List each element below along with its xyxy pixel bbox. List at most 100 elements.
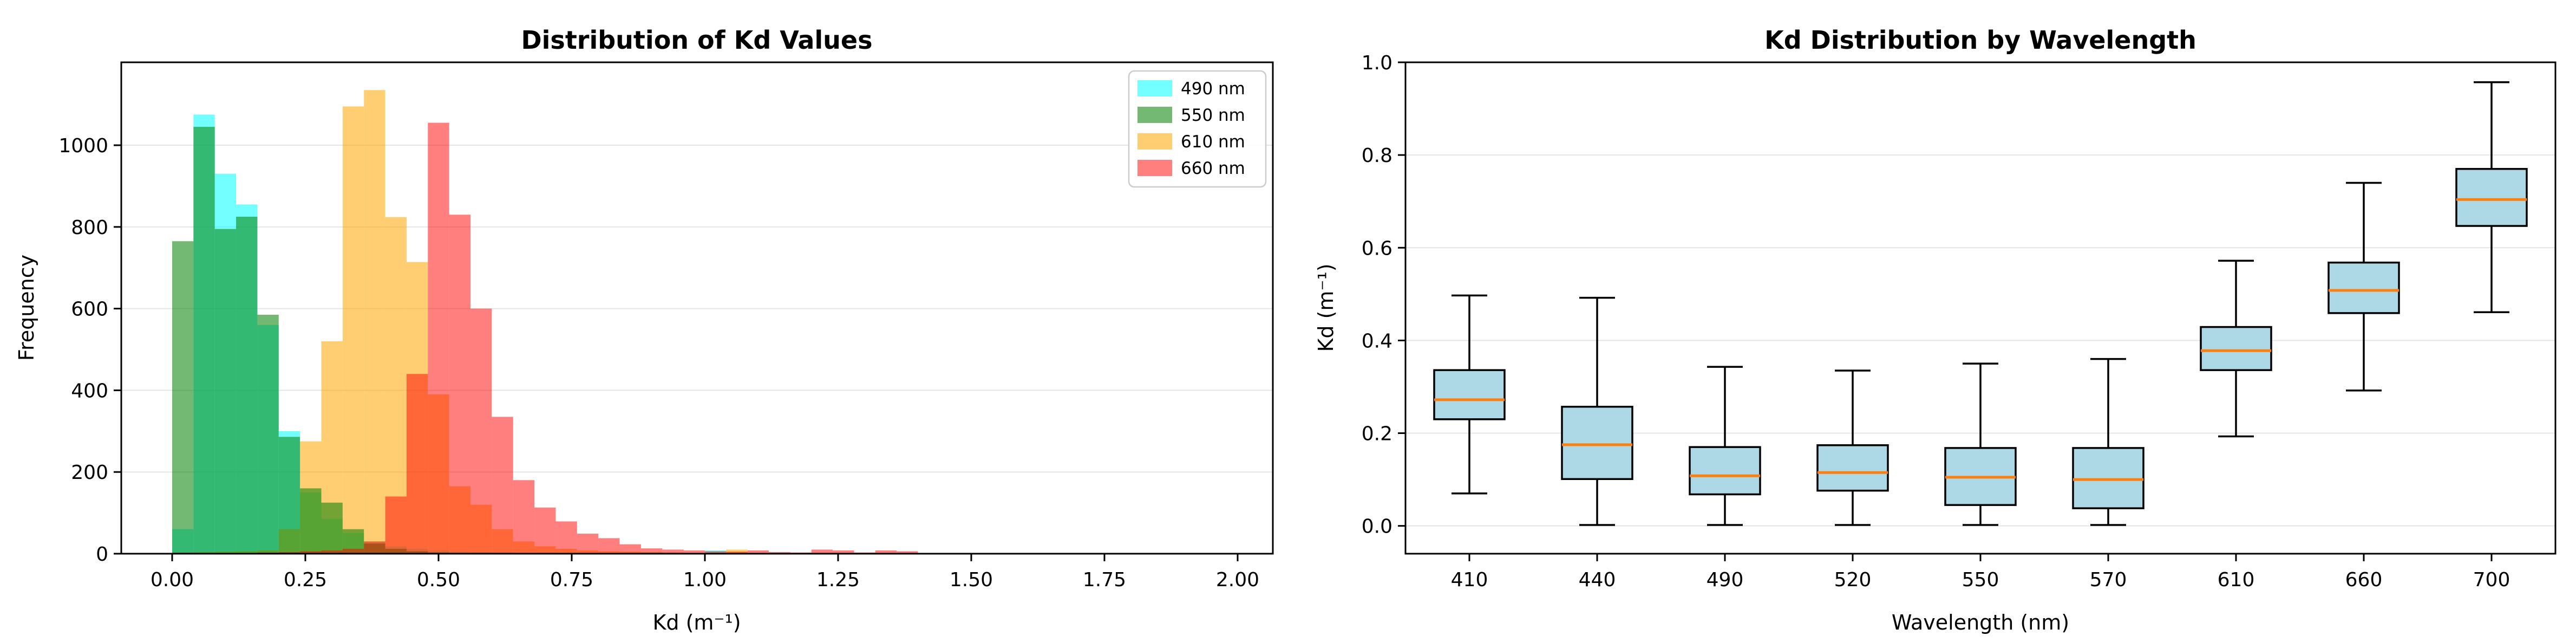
legend-entry-label: 610 nm — [1181, 132, 1245, 152]
legend-swatch — [1137, 107, 1172, 123]
box-550nm — [1944, 362, 2017, 526]
x-tick-label: 520 — [1834, 569, 1872, 591]
histogram-title: Distribution of Kd Values — [521, 25, 872, 55]
hist-bar — [342, 548, 364, 554]
box-iqr — [2200, 326, 2272, 371]
hist-bar — [598, 538, 620, 554]
hist-bar — [172, 241, 194, 554]
x-tick-label: 610 — [2218, 569, 2255, 591]
hist-bar — [300, 488, 322, 554]
boxplot-title: Kd Distribution by Wavelength — [1764, 25, 2196, 55]
x-tick-label: 1.25 — [816, 569, 860, 591]
hist-bar — [577, 534, 599, 554]
histogram-xlabel: Kd (m⁻¹) — [652, 611, 741, 634]
histogram-chart: 0.00 0.25 0.50 0.75 1.00 1.25 1.50 1.75 2.00 0 200… — [58, 61, 1274, 591]
hist-bar — [214, 229, 237, 554]
y-tick-label: 0.8 — [1362, 145, 1392, 167]
box-520nm — [1816, 369, 1889, 526]
box-iqr — [1689, 446, 1761, 496]
legend-swatch — [1137, 133, 1172, 150]
x-tick-label: 1.50 — [950, 569, 993, 591]
hist-bar — [640, 548, 663, 554]
y-tick-label: 0.0 — [1362, 516, 1392, 538]
boxplot-chart: 410 440 490 520 550 570 610 660 700 0.0 0.2 0.4 0.6 0… — [1362, 52, 2557, 591]
legend-box — [1128, 70, 1267, 188]
x-tick-label: 2.00 — [1216, 569, 1259, 591]
x-tick-label: 570 — [2090, 569, 2127, 591]
hist-bar — [811, 549, 833, 554]
hist-bar — [236, 216, 258, 554]
hist-bar — [897, 551, 918, 554]
legend-entry-label: 550 nm — [1181, 106, 1245, 125]
hist-bar — [492, 417, 513, 554]
hist-bar — [619, 544, 641, 554]
legend-swatch — [1137, 80, 1172, 96]
hist-bar — [428, 122, 449, 554]
boxplot-xlabel: Wavelength (nm) — [1892, 611, 2069, 634]
x-tick-label: 0.25 — [284, 569, 327, 591]
x-tick-label: 550 — [1962, 569, 1999, 591]
legend-entry: 660 nm — [1137, 159, 1245, 178]
hist-bar — [534, 507, 556, 554]
hist-bar — [449, 215, 471, 554]
legend-swatch — [1137, 160, 1172, 176]
box-iqr — [2455, 168, 2528, 227]
hist-bar — [470, 308, 492, 554]
hist-bar — [364, 541, 385, 554]
x-tick-label: 440 — [1579, 569, 1616, 591]
hist-bar — [278, 552, 300, 554]
box-490nm — [1689, 366, 1761, 526]
hist-bar — [193, 127, 215, 554]
x-tick-label: 700 — [2473, 569, 2510, 591]
box-iqr — [1561, 406, 1633, 480]
y-tick-label: 0.4 — [1362, 330, 1392, 352]
boxplot-ylabel: Kd (m⁻¹) — [1314, 263, 1338, 352]
y-tick-label: 1000 — [58, 135, 108, 157]
x-tick-label: 0.50 — [417, 569, 460, 591]
hist-bar — [683, 550, 705, 554]
box-iqr — [1433, 369, 1506, 420]
x-tick-label: 660 — [2345, 569, 2383, 591]
hist-bar — [726, 549, 748, 554]
hist-bar — [321, 502, 343, 554]
x-tick-label: 0.00 — [151, 569, 194, 591]
histogram-ylabel: Frequency — [15, 255, 38, 361]
y-tick-label: 200 — [71, 462, 108, 484]
legend: 490 nm 550 nm 610 nm 660 nm — [1128, 70, 1267, 188]
hist-bar — [662, 549, 684, 554]
hist-bar — [833, 550, 854, 554]
box-570nm — [2072, 358, 2145, 526]
hist-bar — [875, 550, 897, 554]
y-tick-label: 1.0 — [1362, 52, 1392, 74]
legend-entry: 490 nm — [1137, 79, 1245, 99]
box-700nm — [2455, 81, 2528, 313]
hist-bar — [321, 550, 343, 554]
hist-bar — [385, 496, 407, 554]
legend-entry-label: 490 nm — [1181, 79, 1245, 99]
y-tick-label: 400 — [71, 380, 108, 402]
box-440nm — [1561, 296, 1633, 526]
hist-bar — [257, 314, 279, 554]
box-410nm — [1433, 294, 1506, 495]
x-tick-label: 1.75 — [1083, 569, 1126, 591]
y-tick-label: 0 — [96, 543, 108, 566]
box-iqr — [1816, 444, 1889, 492]
hist-bar — [278, 437, 300, 554]
y-tick-label: 0.6 — [1362, 237, 1392, 260]
box-660nm — [2327, 181, 2400, 392]
box-610nm — [2200, 260, 2272, 438]
hist-series-660nm — [172, 122, 918, 554]
x-tick-label: 410 — [1451, 569, 1488, 591]
hist-bar — [726, 552, 748, 554]
hist-bar — [364, 90, 385, 554]
x-tick-label: 1.00 — [683, 569, 727, 591]
y-tick-label: 600 — [71, 299, 108, 321]
hist-bar — [513, 480, 535, 554]
y-tick-label: 0.2 — [1362, 423, 1392, 445]
hist-bar — [300, 551, 322, 554]
hist-bar — [555, 521, 577, 554]
hist-bar — [747, 550, 769, 554]
box-iqr — [2327, 261, 2400, 314]
